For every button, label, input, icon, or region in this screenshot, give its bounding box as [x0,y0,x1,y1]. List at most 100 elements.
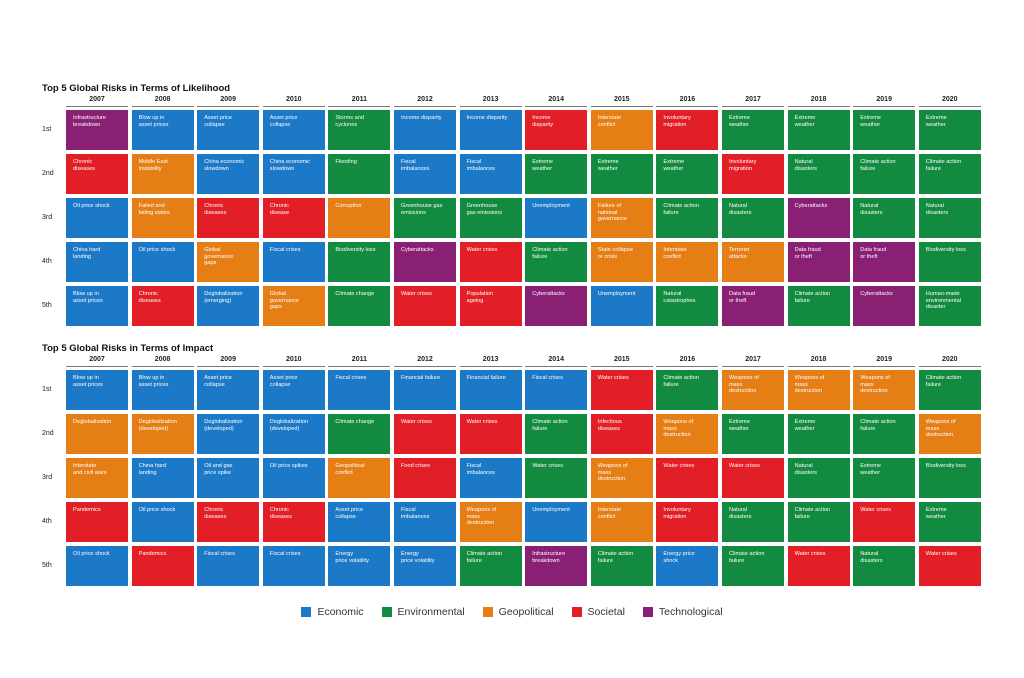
risk-cell: Water crises [656,458,719,498]
risk-cell: China hard landing [66,242,128,282]
risk-cell: Natural disasters [787,154,850,194]
year-label: 2014 [548,96,564,103]
year-label: 2019 [876,96,892,103]
rank-label: 4th [42,258,52,265]
risk-label: Involuntary migration [663,507,691,520]
risk-label: Climate action failure [925,159,962,172]
risk-label: Fiscal imbalances [466,159,495,172]
year-divider [66,366,128,367]
year-divider [394,106,456,107]
risk-label: Extreme weather [597,159,619,172]
year-label: 2009 [220,96,236,103]
risk-label: Unemployment [597,291,636,297]
risk-label: Storms and cyclones [335,115,364,128]
risk-cell: Fiscal imbalances [394,502,456,542]
legend-item-environmental: Environmental [381,606,465,618]
rank-row: 5th Blow up in asset prices Chronic diseas… [42,286,981,326]
risk-label: Energy price volatility [401,551,435,564]
risk-cell: Fiscal crises [197,546,260,586]
risk-cell: Data fraud or theft [787,242,850,282]
year-divider [262,106,325,107]
risk-cell: Terrorist attacks [722,242,784,282]
risk-label: Oil price shock [73,203,110,209]
risk-cell: Financial failure [394,370,456,410]
year-divider [459,106,522,107]
risk-cell: Failure of national governance [590,198,653,238]
risk-cell: Asset price collapse [197,110,260,150]
year-divider [787,106,850,107]
risk-cell: Climate action failure [918,370,981,410]
legend-swatch-environmental [381,607,392,617]
risk-cell: Chronic diseases [197,198,260,238]
year-label: 2016 [679,96,696,103]
risk-cell: Failed and failing states [131,198,194,238]
risk-cell: Climate action failure [656,198,719,238]
risk-label: Cyberattacks [401,247,434,253]
risk-cell: Energy price volatility [328,546,391,586]
risk-cell: Income disparity [459,110,522,150]
risk-cell: Cyberattacks [525,286,588,326]
risk-label: Data fraud or theft [794,247,821,260]
risk-cell: Unemployment [525,198,588,238]
year-label: 2012 [417,356,433,363]
risk-cell: Blow up in asset prices [66,370,128,410]
risk-cell: Deglobalization (developed) [131,414,194,454]
legend-label-environmental: Environmental [397,606,465,618]
risk-label: Extreme weather [532,159,554,172]
risk-label: Terrorist attacks [729,247,750,260]
year-divider [197,106,260,107]
risk-label: Oil price shock [138,247,176,253]
risk-label: Blow up in asset prices [73,375,103,388]
risk-label: Interstate conflict [663,247,687,260]
risk-cell: Climate action failure [656,370,719,410]
risk-cell: Deglobalization (developed) [262,414,325,454]
risk-label: Water crises [729,463,760,469]
risk-label: Climate action failure [532,419,568,432]
legend-item-societal: Societal [571,606,625,618]
risk-cell: Water crises [590,370,653,410]
risk-label: Extreme weather [729,115,750,128]
impact-title: Top 5 Global Risks in Terms of Impact [42,343,214,354]
risk-cell: Biodiversity loss [328,242,391,282]
risk-cell: Blow up in asset prices [131,370,194,410]
risk-label: Water crises [466,419,498,425]
risk-label: Climate action failure [532,247,568,260]
year-label: 2012 [417,96,433,103]
risk-cell: Unemployment [525,502,588,542]
risk-label: China economic slowdown [204,159,245,172]
risk-label: Energy price volatility [335,551,369,564]
risk-label: Fiscal imbalances [466,463,495,476]
risk-label: Geopolitical conflict [335,463,365,476]
rank-label: 2nd [42,430,54,437]
rank-label: 3rd [42,474,53,481]
risk-cell: Middle East instability [131,154,194,194]
risk-label: Chronic diseases [204,507,227,520]
year-label: 2020 [942,356,958,363]
year-divider [197,366,260,367]
risk-label: Fiscal imbalances [401,159,430,172]
impact-grid: 2007 2008 2009 2010 2011 2012 2013 2014 2015 2016… [42,356,981,586]
risk-label: Climate action failure [860,419,896,432]
risk-label: Biodiversity loss [925,247,966,253]
risk-label: Climate change [335,419,375,425]
risk-label: Water crises [663,463,695,469]
legend: Economic Environmental Geopolitical Soci… [0,605,1024,619]
risk-label: Oil price shock [138,507,176,513]
risk-cell: Asset price collapse [262,110,325,150]
risk-label: Weapons of mass destruction [729,375,759,395]
rank-label: 3rd [42,214,53,221]
risk-cell: Natural disasters [853,546,916,586]
risk-label: Data fraud or theft [860,247,887,260]
risk-cell: Oil price shock [66,546,128,586]
risk-label: Natural disasters [729,507,752,520]
year-divider [853,106,916,107]
legend-item-technological: Technological [642,606,723,618]
year-label: 2009 [220,356,236,363]
risk-cell: Oil price shock [131,242,194,282]
rank-label: 1st [42,126,52,133]
year-divider [328,366,391,367]
risk-cell: Natural disasters [918,198,981,238]
risk-cell: Climate change [328,286,391,326]
risk-label: Interstate conflict [597,507,622,520]
risk-cell: Food crises [394,458,456,498]
